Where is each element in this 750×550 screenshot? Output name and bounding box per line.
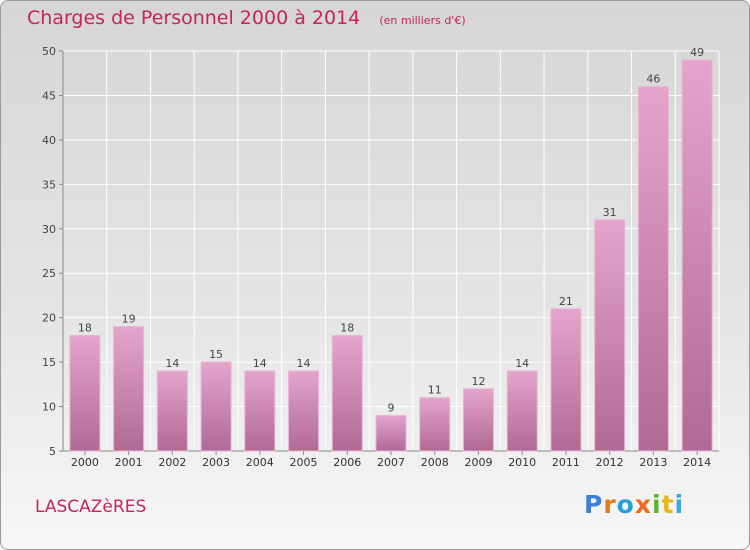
chart-title: Charges de Personnel 2000 à 2014 <box>27 7 361 29</box>
data-label: 12 <box>471 375 485 388</box>
y-tick-label: 20 <box>42 312 56 325</box>
bar <box>156 370 188 452</box>
x-tick-label: 2011 <box>552 456 580 469</box>
data-label: 46 <box>646 73 660 86</box>
data-label: 49 <box>690 46 704 59</box>
bar <box>462 388 494 452</box>
y-tick-label: 50 <box>42 45 56 58</box>
data-label: 14 <box>515 357 529 370</box>
data-label: 15 <box>209 348 223 361</box>
bar <box>681 59 713 452</box>
bar <box>69 334 101 452</box>
commune-name: LASCAZèRES <box>35 497 147 517</box>
x-tick-label: 2012 <box>596 456 624 469</box>
x-tick-label: 2008 <box>421 456 449 469</box>
y-tick-label: 15 <box>42 356 56 369</box>
data-label: 18 <box>340 321 354 334</box>
bars <box>69 59 713 452</box>
data-label: 11 <box>428 384 442 397</box>
title-row: Charges de Personnel 2000 à 2014 (en mil… <box>27 7 466 29</box>
data-label: 21 <box>559 295 573 308</box>
y-tick-label: 10 <box>42 401 56 414</box>
y-tick-label: 5 <box>49 445 56 458</box>
data-label: 14 <box>253 357 267 370</box>
bar <box>594 219 626 452</box>
x-tick-label: 2002 <box>158 456 186 469</box>
chart-subtitle: (en milliers d'€) <box>379 14 466 27</box>
bar <box>419 397 451 452</box>
bar <box>506 370 538 452</box>
x-tick-label: 2010 <box>508 456 536 469</box>
x-tick-label: 2000 <box>71 456 99 469</box>
y-tick-label: 25 <box>42 267 56 280</box>
y-tick-label: 35 <box>42 178 56 191</box>
bar <box>288 370 320 452</box>
proxiti-logo[interactable]: Proxiti <box>584 490 685 519</box>
y-tick-label: 30 <box>42 223 56 236</box>
bar <box>200 361 232 452</box>
data-label: 14 <box>297 357 311 370</box>
bar <box>375 414 407 452</box>
bar <box>550 308 582 452</box>
bar <box>244 370 276 452</box>
data-label: 14 <box>165 357 179 370</box>
x-tick-label: 2006 <box>333 456 361 469</box>
data-label: 31 <box>603 206 617 219</box>
x-tick-label: 2001 <box>115 456 143 469</box>
bar <box>113 326 145 452</box>
x-tick-label: 2007 <box>377 456 405 469</box>
x-tick-label: 2009 <box>464 456 492 469</box>
bar <box>331 334 363 452</box>
labels: 18 2000 19 2001 14 2002 15 2003 14 2004 14 2005 18 20… <box>71 46 711 469</box>
x-tick-label: 2003 <box>202 456 230 469</box>
x-tick-label: 2013 <box>639 456 667 469</box>
data-label: 18 <box>78 321 92 334</box>
x-tick-label: 2005 <box>290 456 318 469</box>
x-tick-label: 2014 <box>683 456 711 469</box>
data-label: 9 <box>388 401 395 414</box>
x-tick-label: 2004 <box>246 456 274 469</box>
y-tick-label: 45 <box>42 89 56 102</box>
data-label: 19 <box>122 313 136 326</box>
y-tick-label: 40 <box>42 134 56 147</box>
bar <box>637 86 669 452</box>
